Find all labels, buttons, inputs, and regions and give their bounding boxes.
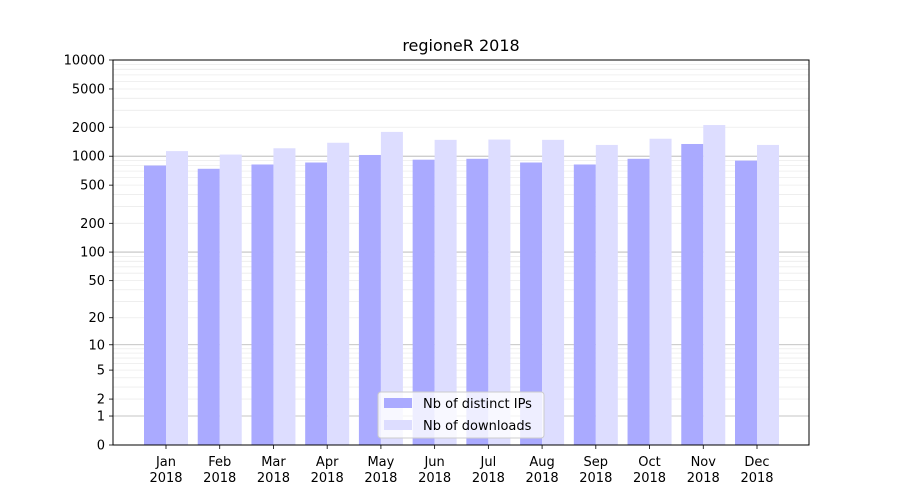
legend: Nb of distinct IPs Nb of downloads <box>377 391 545 439</box>
y-tick-label: 10000 <box>64 54 105 69</box>
bar-downloads <box>273 148 296 445</box>
x-tick-label-year: 2018 <box>526 471 559 486</box>
y-tick-label: 1 <box>97 410 105 425</box>
bar-distinct-ips <box>573 164 596 446</box>
x-tick-label-year: 2018 <box>633 471 666 486</box>
x-tick-label-year: 2018 <box>364 471 397 486</box>
bar-distinct-ips <box>144 165 166 445</box>
x-tick-label-year: 2018 <box>740 471 773 486</box>
bar-downloads <box>327 142 350 445</box>
bar-distinct-ips <box>358 154 381 446</box>
bar-downloads <box>166 151 188 445</box>
bar-distinct-ips <box>305 162 328 445</box>
x-tick-label-month: Oct <box>638 455 660 470</box>
bar-downloads <box>219 154 242 445</box>
y-tick-label: 500 <box>80 179 105 194</box>
x-tick-label-month: Aug <box>529 455 554 470</box>
x-tick-label-month: Jul <box>480 455 497 470</box>
x-tick-label-year: 2018 <box>311 471 344 486</box>
bar-distinct-ips <box>520 162 543 445</box>
y-tick-label: 2 <box>97 393 105 408</box>
y-tick-label: 100 <box>80 246 105 261</box>
bars <box>144 125 779 446</box>
x-tick-label-month: Feb <box>208 455 231 470</box>
bar-distinct-ips <box>735 160 757 445</box>
bar-distinct-ips <box>466 158 489 445</box>
legend-swatch-downloads <box>384 420 412 430</box>
legend-box <box>377 391 545 439</box>
y-tick-label: 2000 <box>72 121 105 136</box>
bar-distinct-ips <box>627 158 650 445</box>
x-tick-label-month: May <box>367 455 394 470</box>
y-tick-label: 1000 <box>72 150 105 165</box>
x-axis: Jan2018Feb2018Mar2018Apr2018May2018Jun20… <box>149 445 774 486</box>
x-tick-label-year: 2018 <box>472 471 505 486</box>
bar-downloads <box>380 131 403 445</box>
chart-title: regioneR 2018 <box>402 36 519 55</box>
x-tick-label-month: Nov <box>691 455 717 470</box>
x-tick-label-month: Jan <box>155 455 176 470</box>
bar-downloads <box>757 144 779 445</box>
bar-distinct-ips <box>251 164 274 446</box>
x-tick-label-year: 2018 <box>257 471 290 486</box>
x-tick-label-month: Apr <box>316 455 339 470</box>
x-tick-label-year: 2018 <box>579 471 612 486</box>
bar-downloads <box>488 139 511 445</box>
y-tick-label: 5 <box>97 364 105 379</box>
legend-swatch-distinct-ips <box>384 398 412 408</box>
x-tick-label-year: 2018 <box>149 471 182 486</box>
y-tick-label: 10 <box>88 338 105 353</box>
x-tick-label-year: 2018 <box>418 471 451 486</box>
y-tick-label: 5000 <box>72 82 105 97</box>
x-tick-label-month: Dec <box>744 455 769 470</box>
bar-downloads <box>595 144 618 445</box>
bar-distinct-ips <box>197 168 220 445</box>
plot-frame <box>112 59 810 446</box>
bar-downloads <box>542 139 565 445</box>
y-tick-label: 20 <box>88 311 105 326</box>
bar-distinct-ips <box>412 159 435 445</box>
x-tick-label-month: Sep <box>584 455 609 470</box>
bar-downloads <box>703 125 726 445</box>
bar-downloads <box>434 139 457 445</box>
legend-label-downloads: Nb of downloads <box>423 419 532 434</box>
x-tick-label-month: Jun <box>423 455 444 470</box>
bar-distinct-ips <box>681 143 704 445</box>
y-tick-label: 0 <box>97 439 105 454</box>
y-axis: 0 1 2 5 10 20 50 100 200 500 1000 2000 5000 10000 <box>64 54 113 454</box>
legend-label-distinct-ips: Nb of distinct IPs <box>423 397 532 412</box>
bar-downloads <box>649 138 672 445</box>
y-tick-label: 50 <box>88 274 105 289</box>
y-tick-label: 200 <box>80 217 105 232</box>
x-tick-label-year: 2018 <box>203 471 236 486</box>
x-tick-label-year: 2018 <box>687 471 720 486</box>
x-tick-label-month: Mar <box>261 455 286 470</box>
